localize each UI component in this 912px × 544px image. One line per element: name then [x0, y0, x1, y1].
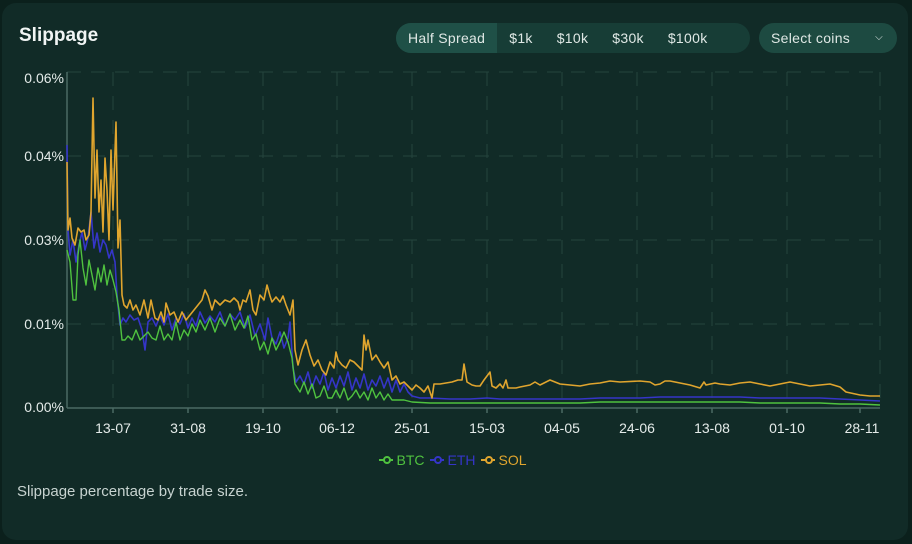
legend-item-eth[interactable]: ETH [430, 452, 475, 468]
y-tick-label: 0.01% [24, 316, 64, 332]
series-sol-line [66, 97, 880, 399]
legend-item-sol[interactable]: SOL [481, 452, 527, 468]
x-tick-label: 15-03 [469, 420, 505, 436]
y-tick-label: 0.04% [24, 148, 64, 164]
chevron-down-icon: ⌵ [875, 32, 883, 43]
x-tick-label: 24-06 [619, 420, 655, 436]
grid-lines [67, 71, 881, 407]
line-marker-icon [430, 455, 445, 465]
card-title: Slippage [19, 25, 99, 46]
legend-label: ETH [447, 452, 476, 468]
slippage-card: Slippage Half Spread $1k $10k $30k $100k… [2, 3, 908, 540]
line-marker-icon [379, 455, 394, 465]
legend-label: BTC [396, 452, 425, 468]
segment-10k[interactable]: $10k [556, 30, 589, 46]
x-tick-label: 19-10 [245, 420, 281, 436]
x-tick-label: 13-08 [694, 420, 730, 436]
axes [66, 72, 880, 413]
legend-item-btc[interactable]: BTC [379, 452, 424, 468]
segment-100k[interactable]: $100k [667, 30, 708, 46]
line-marker-icon [481, 455, 496, 465]
y-tick-label: 0.03% [24, 232, 64, 248]
legend-label: SOL [498, 452, 527, 468]
select-coins-dropdown[interactable]: Select coins ⌵ [759, 23, 897, 53]
x-tick-label: 04-05 [544, 420, 580, 436]
chart-caption: Slippage percentage by trade size. [17, 483, 248, 500]
x-tick-label: 31-08 [170, 420, 206, 436]
series-btc-line [66, 239, 881, 406]
x-tick-label: 01-10 [769, 420, 805, 436]
segment-30k[interactable]: $30k [612, 30, 644, 46]
select-coins-label: Select coins [771, 30, 851, 46]
x-tick-label: 28-11 [844, 420, 880, 436]
chart-legend: BTC ETH SOL [0, 452, 906, 468]
trade-size-segmented-control: Half Spread $1k $10k $30k $100k [396, 23, 750, 53]
segment-1k[interactable]: $1k [509, 30, 533, 46]
y-tick-label: 0.06% [24, 70, 64, 86]
x-tick-label: 25-01 [394, 420, 430, 436]
series-eth-line [66, 144, 881, 402]
x-tick-label: 13-07 [95, 420, 131, 436]
y-tick-label: 0.00% [24, 399, 64, 415]
segment-half-spread[interactable]: Half Spread [396, 23, 498, 53]
x-tick-label: 06-12 [319, 420, 355, 436]
